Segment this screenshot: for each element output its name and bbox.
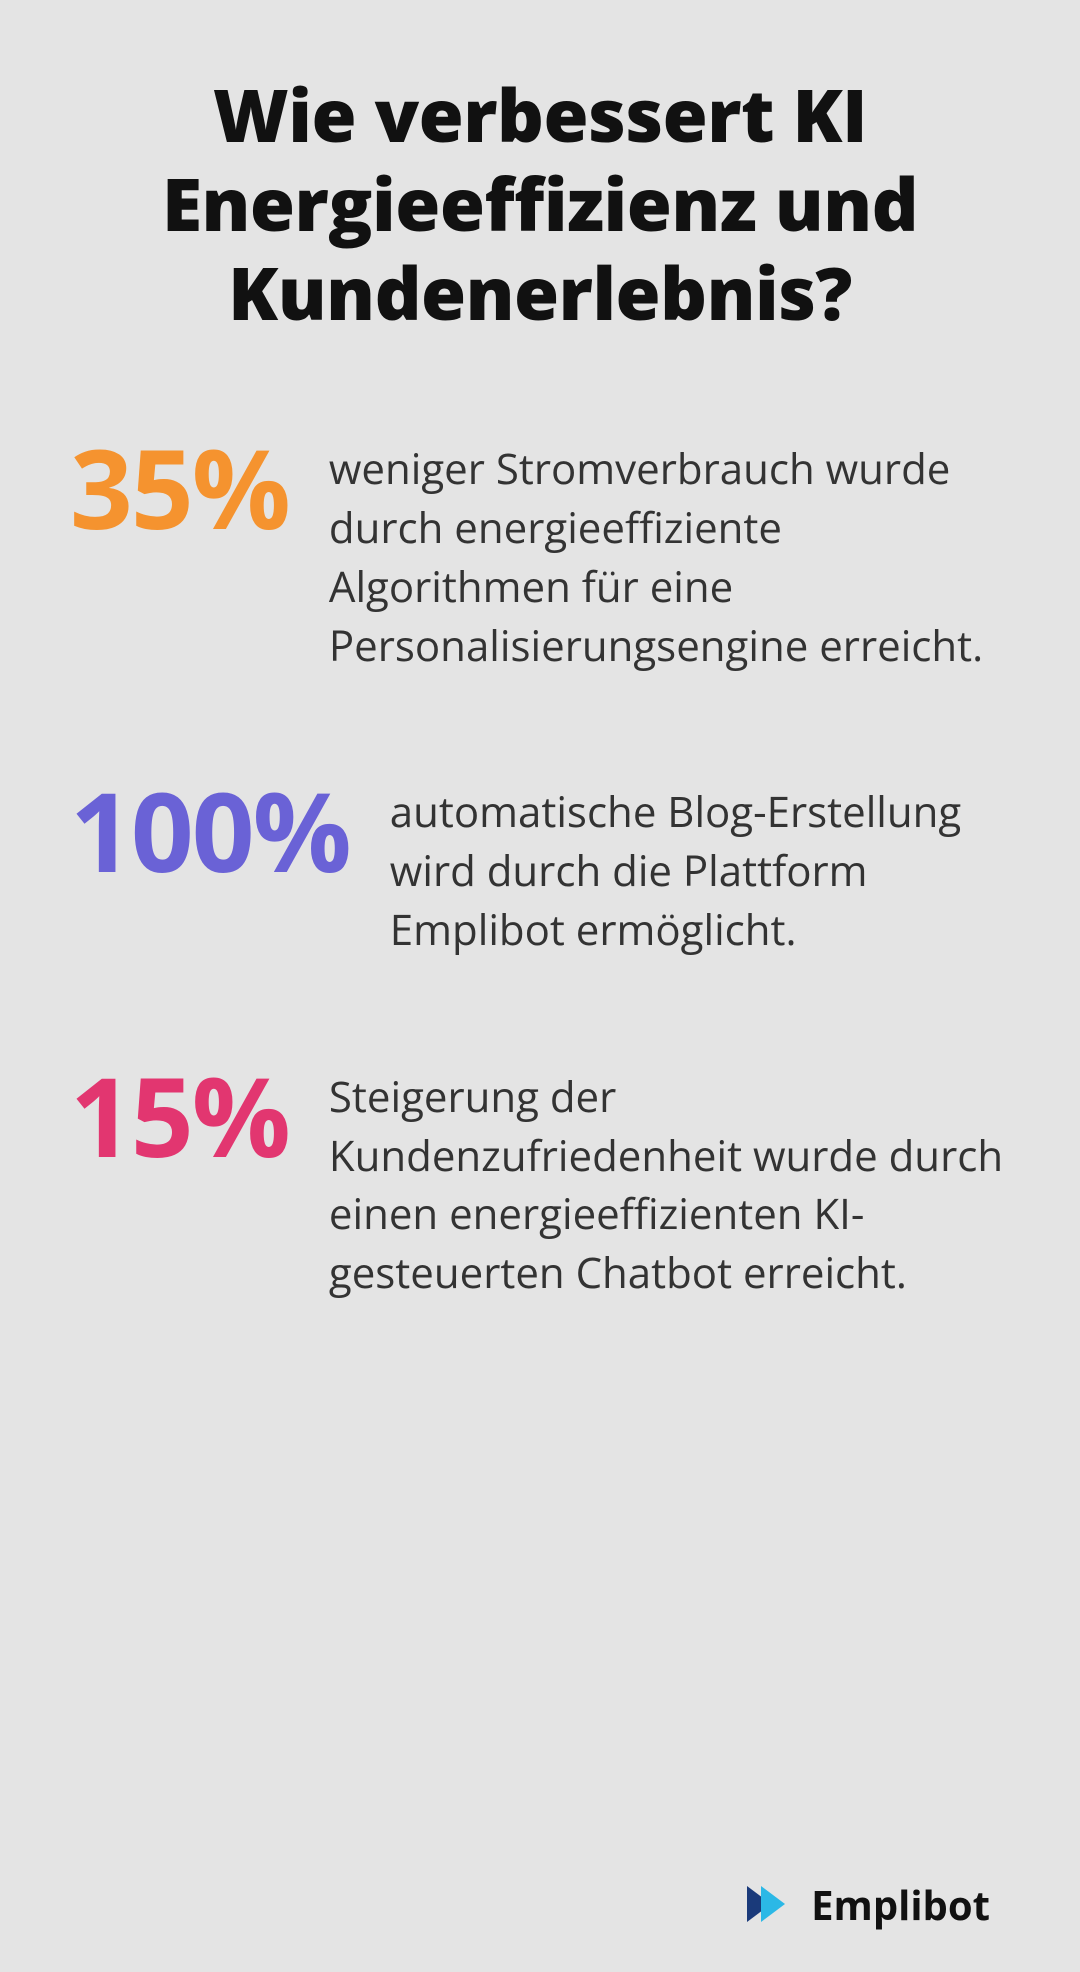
stat-value-2: 100% <box>70 775 350 885</box>
page-title: Wie verbessert KI Energieeffizienz und K… <box>70 70 1010 337</box>
emplibot-logo-icon <box>741 1876 797 1932</box>
stat-row: 100% automatische Blog-Erstellung wird d… <box>70 775 1010 959</box>
stat-value-1: 35% <box>70 432 289 542</box>
stat-row: 35% weniger Stromverbrauch wurde durch e… <box>70 432 1010 675</box>
stats-container: 35% weniger Stromverbrauch wurde durch e… <box>70 432 1010 1836</box>
stat-row: 15% Steigerung der Kundenzufriedenheit w… <box>70 1060 1010 1303</box>
stat-description-1: weniger Stromverbrauch wurde durch energ… <box>329 432 1010 675</box>
stat-description-3: Steigerung der Kundenzufriedenheit wurde… <box>329 1060 1010 1303</box>
stat-description-2: automatische Blog-Erstellung wird durch … <box>390 775 1010 959</box>
brand-name: Emplibot <box>811 1877 990 1932</box>
footer: Emplibot <box>70 1876 1010 1932</box>
stat-value-3: 15% <box>70 1060 289 1170</box>
